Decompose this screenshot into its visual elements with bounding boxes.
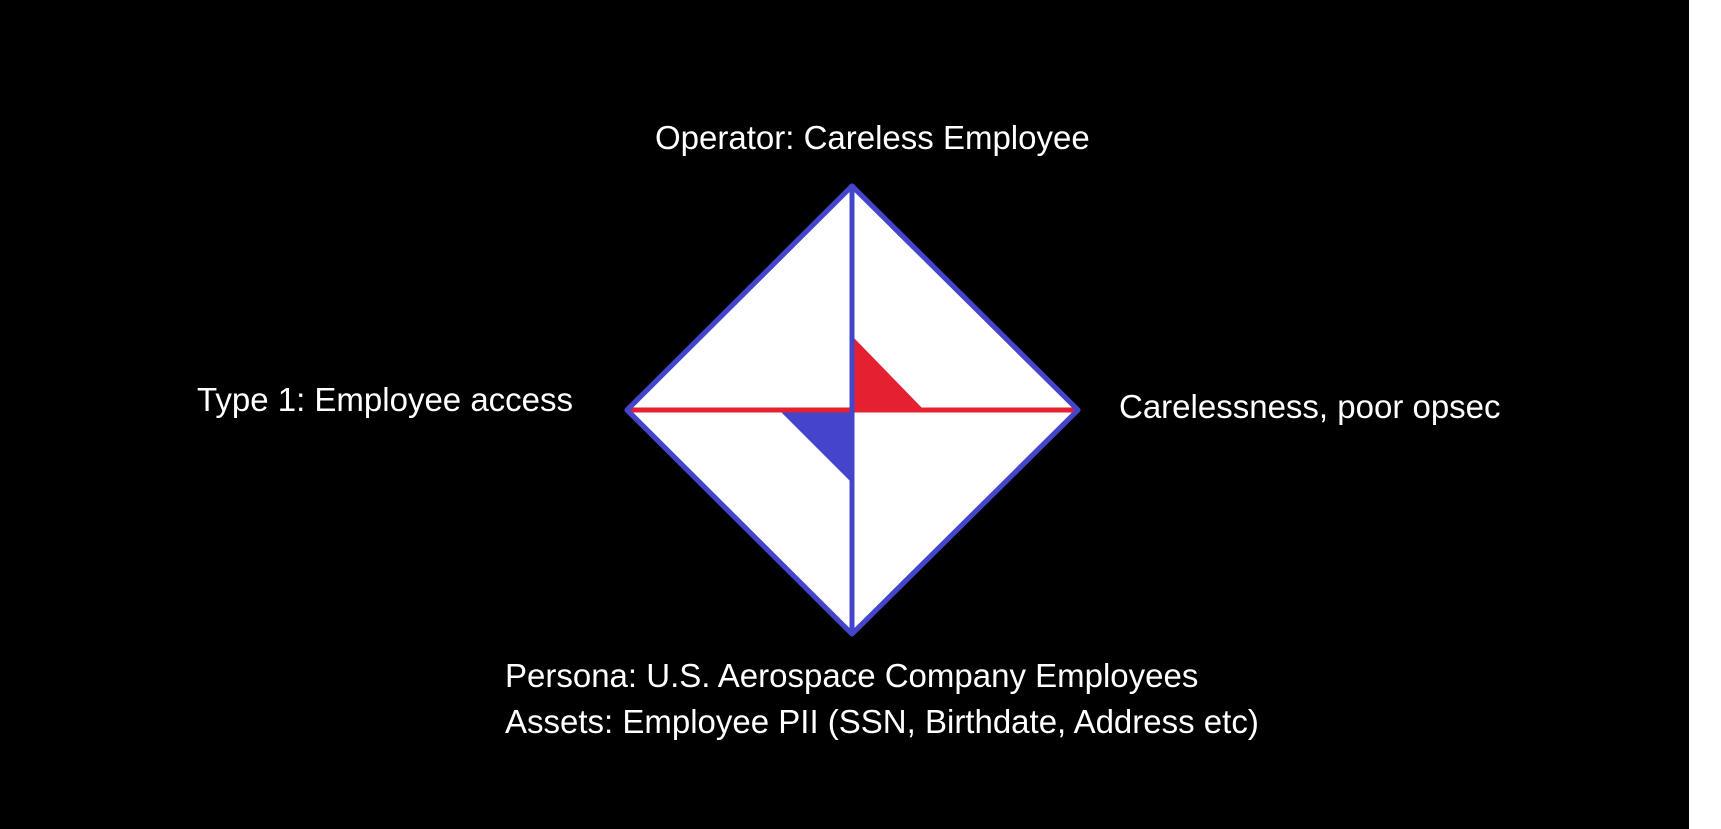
vertex-label-right: Carelessness, poor opsec: [1119, 388, 1501, 425]
blue-wedge: [781, 412, 851, 482]
vertex-label-top: Operator: Careless Employee: [655, 119, 1090, 156]
diamond-outline: [624, 183, 1081, 637]
vertex-label-bottom-assets: Assets: Employee PII (SSN, Birthdate, Ad…: [505, 703, 1259, 740]
vertex-label-bottom-persona: Persona: U.S. Aerospace Company Employee…: [505, 657, 1199, 694]
vertex-label-left: Type 1: Employee access: [197, 381, 574, 418]
red-wedge: [854, 338, 924, 410]
